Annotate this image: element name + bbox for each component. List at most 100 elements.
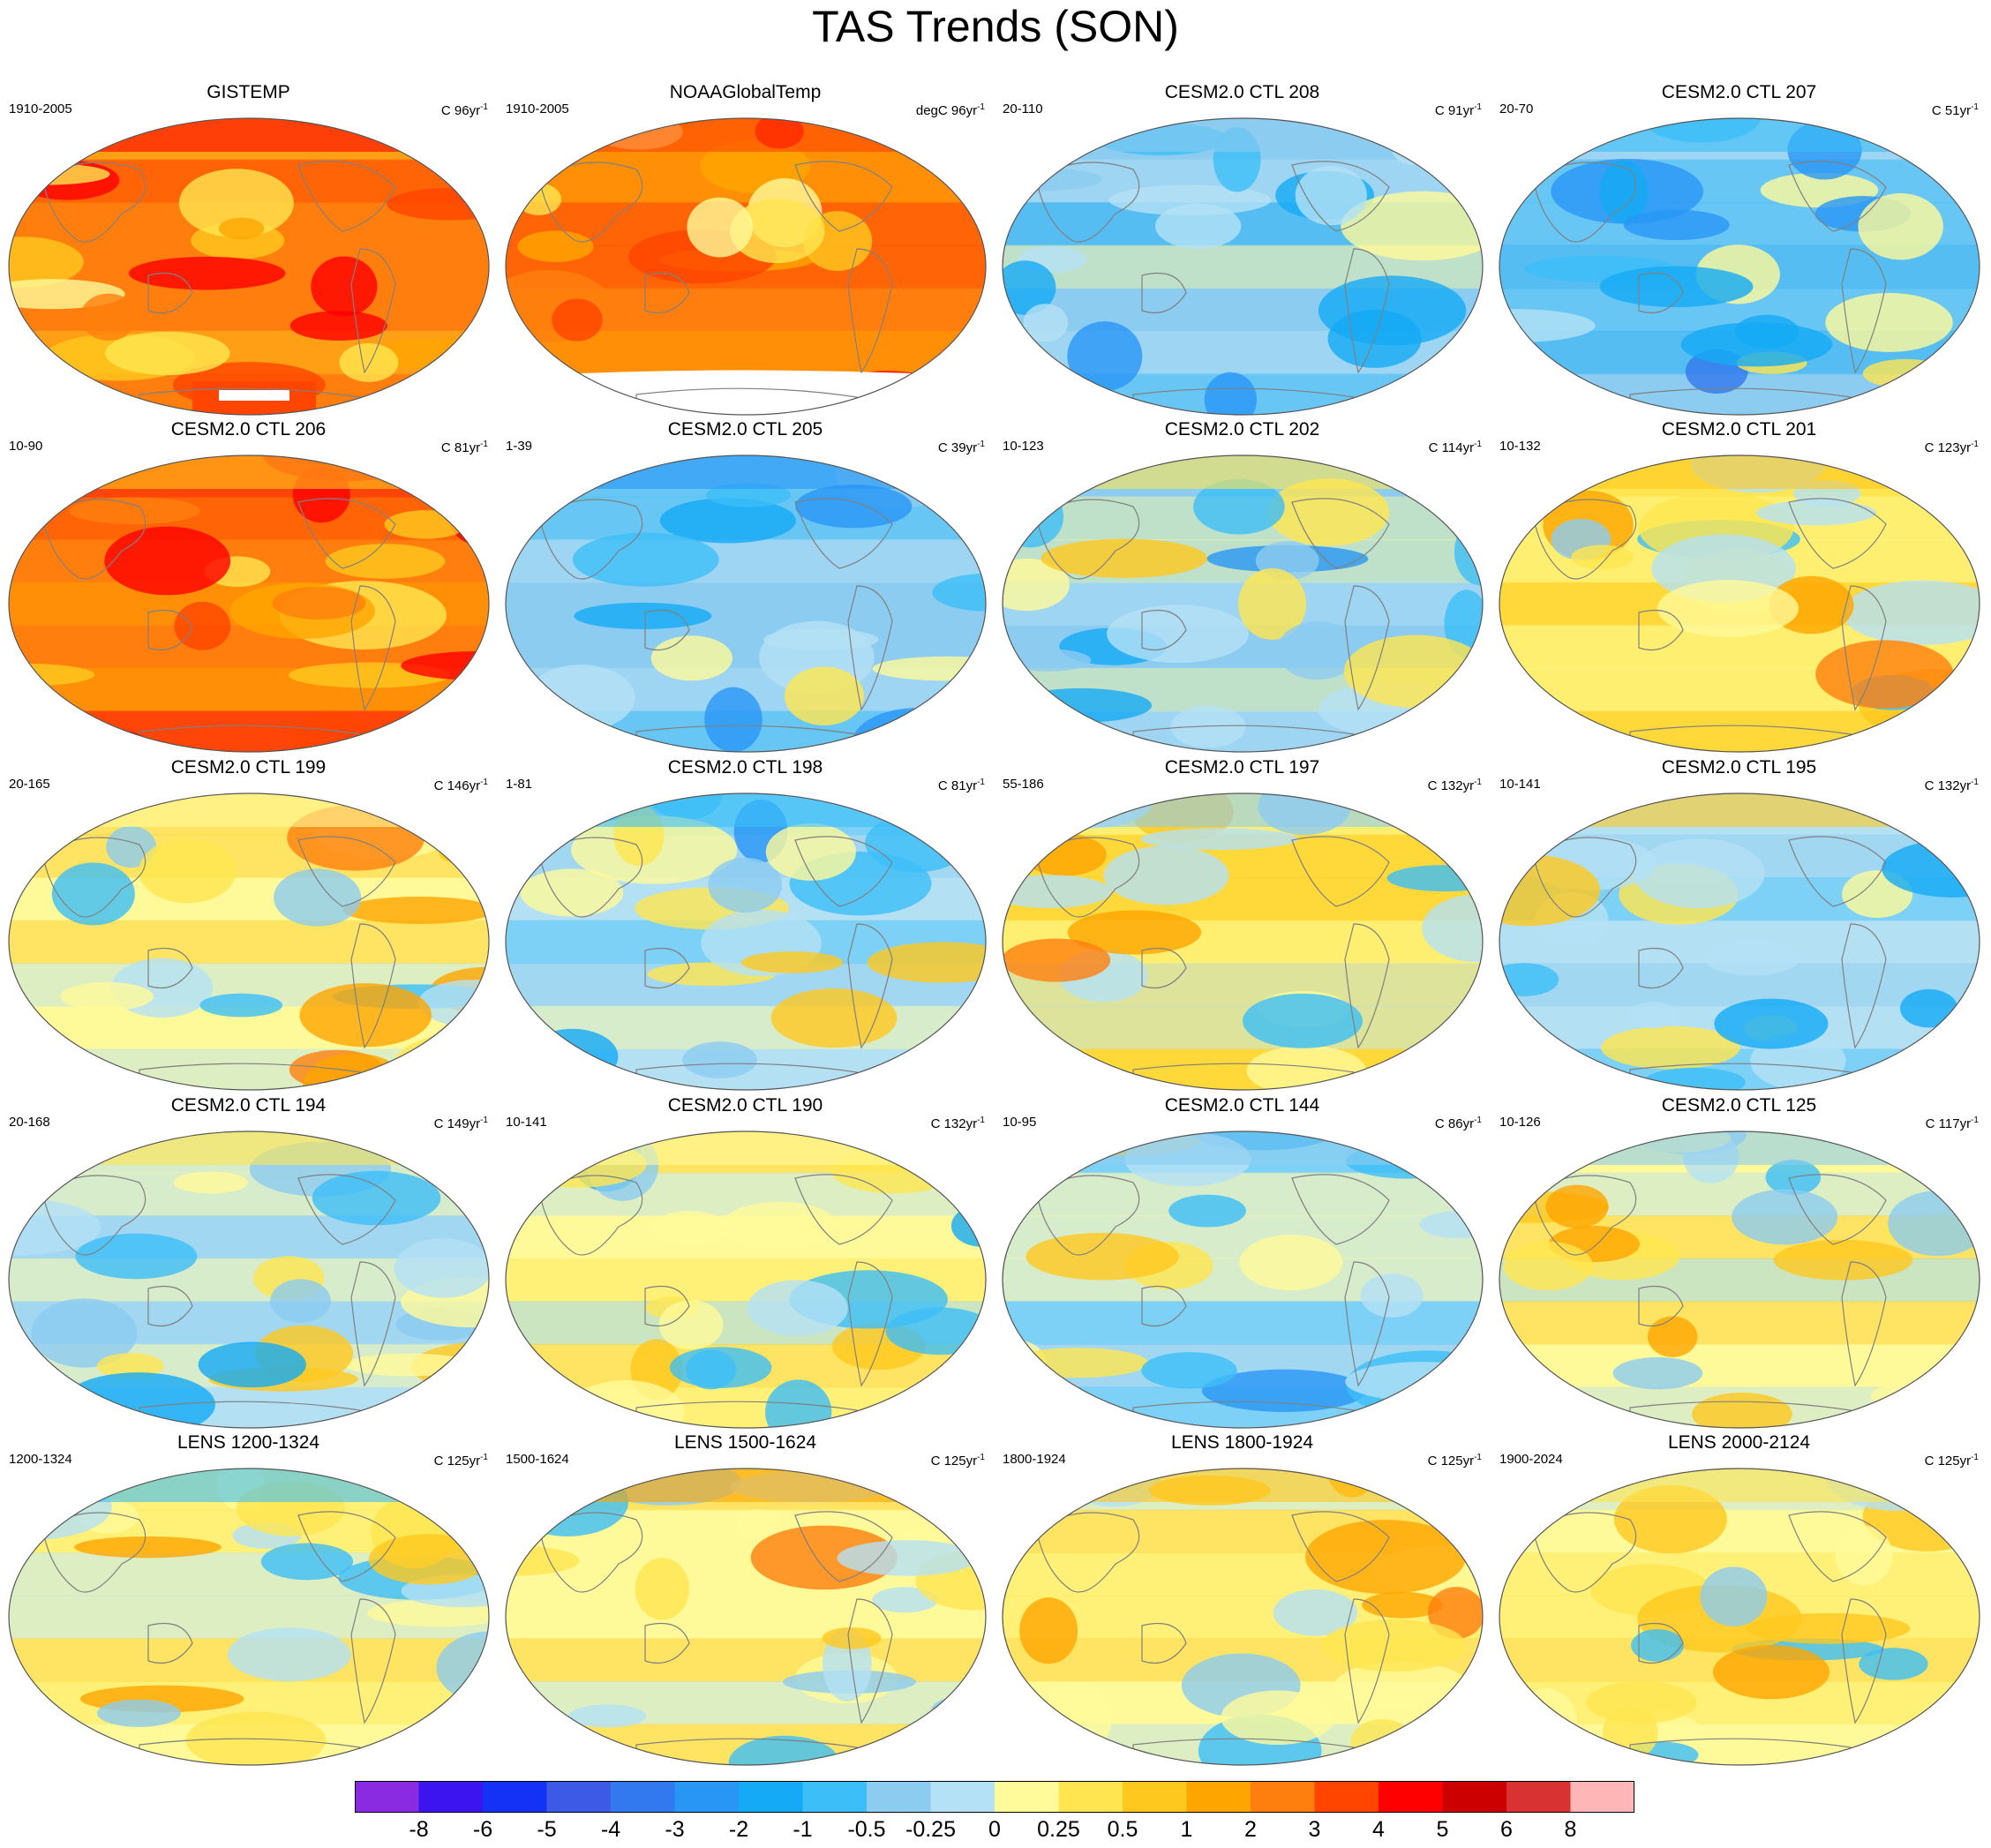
coastline bbox=[847, 1261, 893, 1387]
coastline bbox=[1344, 248, 1390, 374]
field-blob bbox=[1006, 1348, 1149, 1378]
arctic-cap bbox=[9, 793, 489, 827]
coastline bbox=[1629, 725, 1852, 752]
coastline bbox=[635, 1738, 858, 1765]
field-blob bbox=[198, 1341, 306, 1388]
panel-units: C 86yr-1 bbox=[1434, 1116, 1482, 1131]
coastline bbox=[139, 725, 361, 752]
field-blob bbox=[1387, 393, 1483, 415]
coastline bbox=[350, 1598, 396, 1724]
field-blob bbox=[79, 293, 138, 341]
colorbar-swatch bbox=[1186, 1781, 1251, 1813]
field-blob bbox=[260, 1543, 354, 1581]
coastline bbox=[1841, 1598, 1887, 1724]
coastline bbox=[1344, 1261, 1390, 1387]
coastline bbox=[1788, 161, 1887, 232]
coastline bbox=[794, 498, 893, 569]
field-blob bbox=[1858, 193, 1943, 260]
panel-units: C 125yr-1 bbox=[930, 1453, 985, 1469]
field-band bbox=[1003, 1048, 1483, 1090]
colorbar-swatch bbox=[1251, 1781, 1315, 1813]
coastline bbox=[1291, 161, 1390, 232]
field-blob bbox=[658, 1300, 724, 1350]
panel-year-range: 1-39 bbox=[506, 439, 533, 454]
coastline bbox=[1532, 1512, 1637, 1593]
colorbar-swatch bbox=[611, 1781, 675, 1813]
colorbar-tick-label: 4 bbox=[1372, 1817, 1385, 1842]
field-blob bbox=[1571, 545, 1634, 570]
field-blob bbox=[96, 1353, 164, 1379]
colorbar-tick-label: -0.25 bbox=[905, 1817, 956, 1842]
coastline bbox=[297, 161, 396, 232]
field-band bbox=[9, 1386, 489, 1428]
field-blob bbox=[1276, 621, 1359, 680]
map-panel: NOAAGlobalTemp 1910-2005 degC 96yr-1 bbox=[497, 79, 994, 416]
colorbar-swatch bbox=[995, 1781, 1059, 1813]
colorbar-tick-label: -8 bbox=[409, 1817, 429, 1842]
colorbar-tick-label: 0.25 bbox=[1037, 1817, 1080, 1842]
trend-map bbox=[8, 1131, 490, 1429]
panel-year-range: 10-132 bbox=[1499, 439, 1541, 454]
panel-title: CESM2.0 CTL 206 bbox=[170, 419, 327, 439]
field-band bbox=[9, 1048, 489, 1090]
field-blob bbox=[1005, 649, 1092, 672]
colorbar-swatch bbox=[930, 1781, 996, 1813]
field-blob bbox=[1859, 1648, 1928, 1680]
map-panel: CESM2.0 CTL 199 20-165 C 146yr-1 bbox=[0, 755, 497, 1091]
coastline bbox=[1532, 162, 1637, 243]
colorbar-tick-label: 0.5 bbox=[1107, 1817, 1138, 1842]
coastline bbox=[139, 1401, 361, 1428]
field-blob bbox=[69, 497, 201, 525]
map-panel: CESM2.0 CTL 205 1-39 C 39yr-1 bbox=[497, 417, 994, 753]
coastline bbox=[847, 585, 893, 711]
field-blob bbox=[1835, 1526, 1893, 1586]
field-blob bbox=[178, 169, 294, 238]
field-blob bbox=[299, 983, 432, 1048]
field-blob bbox=[342, 896, 489, 924]
arctic-cap bbox=[1003, 793, 1483, 827]
panel-title: LENS 1500-1624 bbox=[673, 1432, 817, 1453]
field-blob bbox=[1193, 478, 1285, 535]
colorbar-swatch bbox=[1123, 1781, 1187, 1813]
trend-map bbox=[1499, 1468, 1980, 1766]
colorbar-swatch bbox=[867, 1781, 931, 1813]
map-outline bbox=[1002, 793, 1484, 1091]
field-blob bbox=[1586, 1681, 1697, 1724]
panel-year-range: 10-123 bbox=[1003, 439, 1044, 454]
coastline bbox=[1344, 585, 1390, 711]
field-blob bbox=[339, 342, 399, 382]
map-outline bbox=[1499, 793, 1980, 1091]
colorbar-swatch bbox=[355, 1781, 419, 1813]
map-outline bbox=[505, 1468, 987, 1766]
coastline bbox=[1638, 609, 1684, 651]
colorbar-swatch bbox=[802, 1781, 868, 1813]
panel-title: CESM2.0 CTL 207 bbox=[1661, 82, 1817, 102]
panel-year-range: 20-165 bbox=[9, 777, 50, 792]
map-outline bbox=[8, 117, 490, 416]
field-blob bbox=[1657, 580, 1799, 637]
field-blob bbox=[128, 256, 286, 290]
coastline bbox=[794, 1511, 893, 1582]
coastline bbox=[139, 1738, 361, 1765]
panel-year-range: 10-95 bbox=[1003, 1115, 1037, 1130]
coastline bbox=[1291, 1511, 1390, 1582]
map-panel: GISTEMP 1910-2005 C 96yr-1 bbox=[0, 79, 497, 416]
coastline bbox=[297, 1511, 396, 1582]
coastline bbox=[847, 248, 893, 374]
panel-year-range: 1910-2005 bbox=[506, 101, 569, 116]
coastline bbox=[1141, 1622, 1187, 1664]
coastline bbox=[538, 1175, 643, 1256]
field-blob bbox=[9, 1469, 81, 1525]
field-blob bbox=[1321, 1619, 1467, 1672]
coastline bbox=[1841, 1261, 1887, 1387]
field-blob bbox=[520, 868, 624, 917]
field-blob bbox=[384, 510, 468, 539]
panel-units: C 81yr-1 bbox=[440, 439, 488, 455]
arctic-cap bbox=[1003, 1131, 1483, 1165]
field-blob bbox=[659, 498, 797, 544]
field-blob bbox=[1237, 567, 1307, 640]
field-blob bbox=[9, 721, 77, 752]
colorbar-swatch bbox=[483, 1781, 547, 1813]
field-blob bbox=[1360, 1273, 1424, 1318]
coastline bbox=[635, 725, 858, 752]
